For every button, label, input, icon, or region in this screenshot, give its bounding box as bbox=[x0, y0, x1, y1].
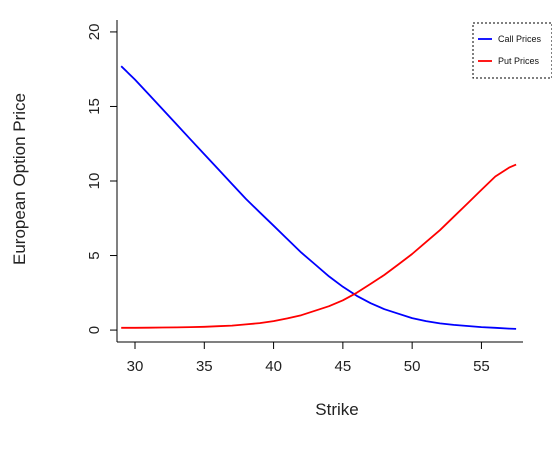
legend: Call Prices Put Prices bbox=[472, 22, 552, 79]
x-axis: 30 35 40 45 50 55 bbox=[127, 342, 490, 375]
y-axis: 0 5 10 15 20 bbox=[86, 24, 117, 334]
y-tick-label: 5 bbox=[86, 251, 103, 259]
legend-label: Put Prices bbox=[498, 56, 540, 66]
legend-box bbox=[472, 22, 552, 79]
x-tick-label: 45 bbox=[335, 358, 352, 375]
x-tick-label: 40 bbox=[265, 358, 282, 375]
x-tick-label: 55 bbox=[473, 358, 490, 375]
series-line-put bbox=[121, 163, 517, 329]
series-lines bbox=[120, 65, 517, 330]
legend-label: Call Prices bbox=[498, 34, 542, 44]
x-axis-title: Strike bbox=[315, 400, 358, 419]
x-tick-label: 35 bbox=[196, 358, 213, 375]
y-tick-label: 20 bbox=[86, 24, 103, 41]
y-tick-label: 0 bbox=[86, 326, 103, 334]
x-tick-label: 50 bbox=[404, 358, 421, 375]
x-tick-label: 30 bbox=[127, 358, 144, 375]
y-axis-title: European Option Price bbox=[10, 93, 29, 265]
plot-area bbox=[116, 20, 523, 343]
series-line-call bbox=[120, 65, 517, 330]
y-tick-label: 10 bbox=[86, 173, 103, 190]
y-tick-label: 15 bbox=[86, 98, 103, 115]
